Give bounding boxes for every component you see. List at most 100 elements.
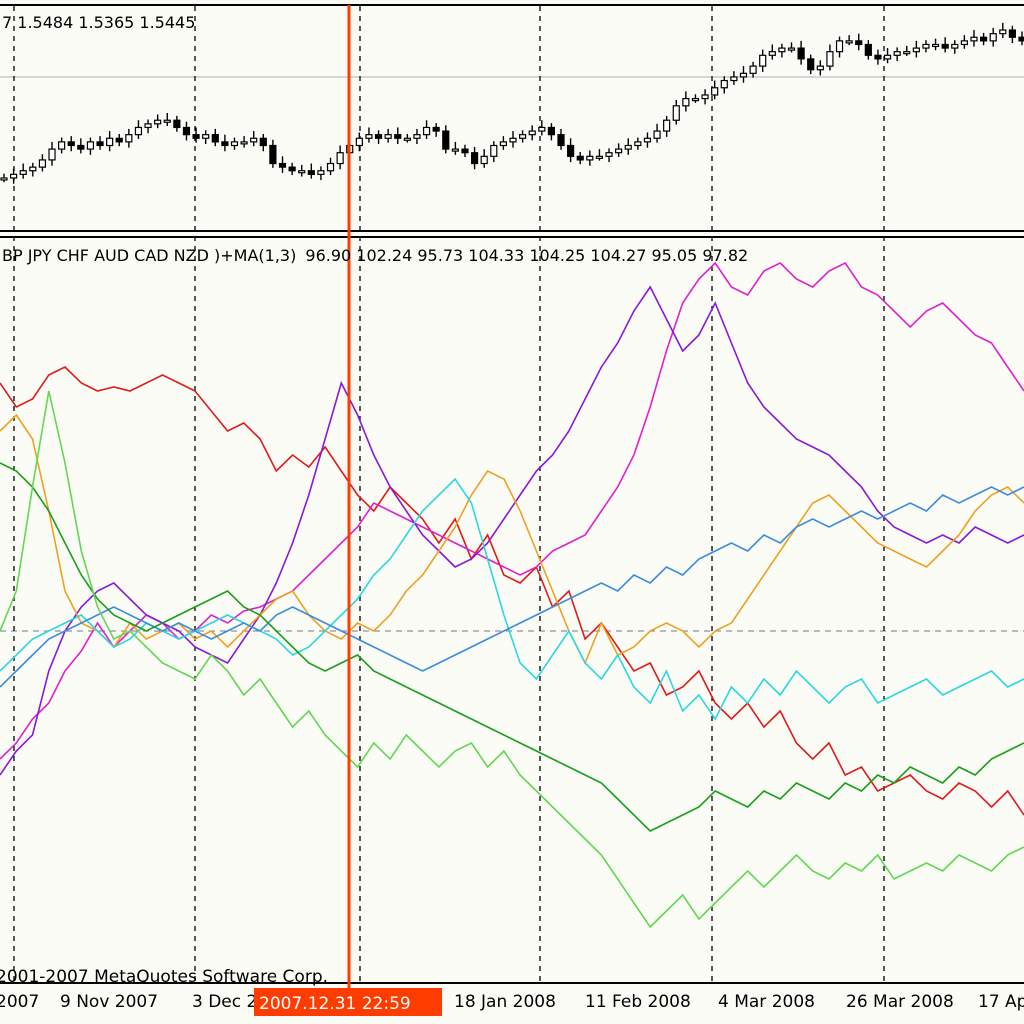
candle-body bbox=[807, 58, 815, 71]
candle-body bbox=[739, 72, 748, 78]
candle-body bbox=[691, 97, 700, 102]
candle-body bbox=[442, 130, 450, 150]
candle-body bbox=[38, 159, 47, 168]
candle-body bbox=[595, 155, 604, 159]
x-axis-label: 18 Jan 2008 bbox=[454, 992, 556, 1012]
x-axis-label: 3 Dec 2 bbox=[192, 992, 257, 1012]
candle-body bbox=[230, 141, 239, 147]
candle-body bbox=[288, 166, 296, 172]
candle-body bbox=[874, 54, 882, 60]
candle-body bbox=[480, 155, 488, 165]
x-axis-label: 9 Nov 2007 bbox=[60, 992, 158, 1012]
candle-body bbox=[1018, 36, 1024, 42]
candle-body bbox=[221, 141, 229, 147]
candle-body bbox=[394, 134, 402, 139]
x-axis-label: 26 Mar 2008 bbox=[846, 992, 954, 1012]
candle-body bbox=[567, 144, 575, 157]
candle-body bbox=[106, 137, 114, 147]
candle-body bbox=[903, 51, 911, 55]
indicator-series-line bbox=[0, 462, 1024, 832]
copyright-text: 2001-2007 MetaQuotes Software Corp. bbox=[0, 967, 328, 987]
candle-body bbox=[0, 177, 8, 181]
candle-body bbox=[855, 40, 863, 46]
indicator-lines bbox=[0, 261, 1024, 929]
candle-body bbox=[211, 134, 219, 143]
candle-body bbox=[451, 148, 459, 152]
candle-body bbox=[10, 173, 18, 179]
candle-body bbox=[951, 43, 959, 49]
candle-body bbox=[384, 134, 392, 139]
candle-body bbox=[250, 137, 258, 143]
candle-body bbox=[778, 47, 786, 53]
candle-body bbox=[970, 36, 978, 42]
candle-body bbox=[259, 137, 267, 147]
candle-body bbox=[528, 130, 536, 136]
vertical-grid bbox=[13, 6, 885, 983]
candle-body bbox=[883, 54, 892, 60]
candle-body bbox=[307, 170, 315, 175]
candle-body bbox=[922, 43, 930, 49]
candle-body bbox=[58, 141, 66, 150]
candle-body bbox=[816, 65, 824, 71]
candle-body bbox=[547, 126, 556, 136]
ohlc-readout: 7 1.5484 1.5365 1.5445 bbox=[2, 13, 195, 32]
candle-body bbox=[182, 126, 191, 136]
candle-body bbox=[470, 152, 479, 165]
candle-body bbox=[490, 144, 498, 157]
cursor-time-label: 2007.12.31 22:59 bbox=[259, 994, 411, 1014]
candle-body bbox=[125, 134, 133, 143]
candle-body bbox=[701, 94, 709, 100]
candle-body bbox=[979, 36, 988, 42]
candlestick-series bbox=[0, 22, 1024, 184]
candle-body bbox=[202, 134, 210, 139]
candle-body bbox=[413, 134, 421, 139]
candle-body bbox=[355, 137, 363, 147]
candle-body bbox=[989, 33, 997, 42]
candle-body bbox=[624, 144, 632, 150]
x-axis-label: 11 Feb 2008 bbox=[585, 992, 691, 1012]
candle-body bbox=[192, 134, 200, 139]
indicator-series-line bbox=[0, 285, 1024, 776]
candle-body bbox=[759, 54, 767, 67]
candle-body bbox=[826, 51, 834, 67]
candle-body bbox=[845, 40, 853, 44]
candle-body bbox=[163, 119, 171, 123]
candle-body bbox=[1008, 29, 1016, 38]
candle-body bbox=[432, 126, 440, 132]
x-axis-labels: 2007 9 Nov 2007 3 Dec 2 18 Jan 2008 11 Feb 2… bbox=[0, 992, 1024, 1012]
candle-body bbox=[653, 130, 661, 139]
candle-body bbox=[86, 141, 95, 150]
candle-body bbox=[787, 47, 796, 51]
candle-body bbox=[134, 126, 143, 136]
x-axis-label: 4 Mar 2008 bbox=[718, 992, 815, 1012]
candle-body bbox=[173, 119, 181, 129]
candle-body bbox=[711, 87, 719, 96]
candle-body bbox=[682, 97, 690, 107]
candle-body bbox=[336, 152, 344, 165]
indicator-label: BP JPY CHF AUD CAD NZD )+MA(1,3) 96.90 1… bbox=[2, 246, 748, 265]
candle-body bbox=[326, 162, 335, 172]
candle-body bbox=[298, 170, 306, 174]
candle-body bbox=[672, 105, 680, 121]
candle-body bbox=[931, 43, 940, 48]
candle-body bbox=[509, 137, 517, 143]
cursor-time-badge bbox=[254, 988, 442, 1016]
candle-body bbox=[605, 152, 613, 157]
candle-body bbox=[278, 162, 287, 168]
candle-body bbox=[365, 134, 373, 139]
candle-body bbox=[29, 166, 37, 172]
candle-body bbox=[768, 51, 776, 56]
candle-body bbox=[557, 134, 565, 147]
candle-body bbox=[663, 119, 671, 132]
indicator-series-line bbox=[0, 486, 1024, 688]
candle-body bbox=[422, 126, 431, 136]
candle-body bbox=[19, 170, 27, 175]
candle-body bbox=[720, 79, 728, 89]
candle-body bbox=[77, 144, 85, 150]
candle-body bbox=[499, 141, 507, 147]
candle-body bbox=[154, 119, 162, 125]
indicator-values: 96.90 102.24 95.73 104.33 104.25 104.27 … bbox=[300, 246, 748, 265]
candle-body bbox=[269, 144, 277, 165]
